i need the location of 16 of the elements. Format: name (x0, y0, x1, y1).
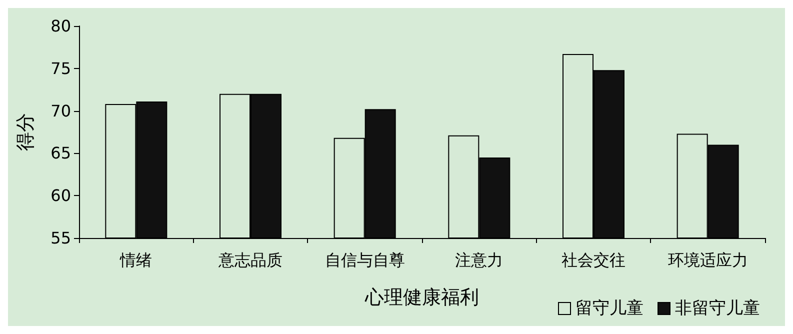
x-tick-label: 意志品质 (218, 250, 282, 270)
x-tick-label: 情绪 (119, 250, 152, 270)
y-axis-title: 得分 (14, 113, 36, 151)
x-tick-label: 自信与自尊 (324, 250, 405, 270)
y-tick-label: 70 (50, 101, 71, 120)
y-tick-label: 75 (50, 58, 71, 78)
x-tick-label: 社会交往 (562, 250, 626, 270)
y-tick-label: 55 (50, 228, 71, 248)
y-tick-label: 80 (50, 16, 71, 36)
x-tick-label: 环境适应力 (668, 250, 748, 270)
x-axis-title: 心理健康福利 (364, 286, 479, 308)
y-tick-label: 60 (50, 186, 71, 206)
y-tick-label: 65 (50, 144, 71, 163)
x-tick-label: 注意力 (455, 250, 504, 270)
legend-label: 非留守儿童 (675, 298, 760, 318)
legend-label: 留守儿童 (576, 298, 644, 318)
